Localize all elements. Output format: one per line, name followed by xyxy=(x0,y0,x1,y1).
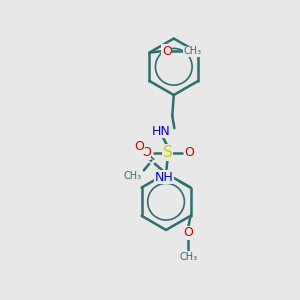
Text: O: O xyxy=(162,45,172,58)
Text: O: O xyxy=(134,140,144,153)
Text: CH₃: CH₃ xyxy=(180,252,198,262)
Text: O: O xyxy=(184,146,194,159)
Text: CH₃: CH₃ xyxy=(183,46,202,56)
Text: O: O xyxy=(183,226,193,239)
Text: O: O xyxy=(141,146,151,159)
Text: S: S xyxy=(163,145,172,160)
Text: NH: NH xyxy=(155,171,174,184)
Text: CH₃: CH₃ xyxy=(124,171,142,181)
Text: HN: HN xyxy=(152,125,170,138)
